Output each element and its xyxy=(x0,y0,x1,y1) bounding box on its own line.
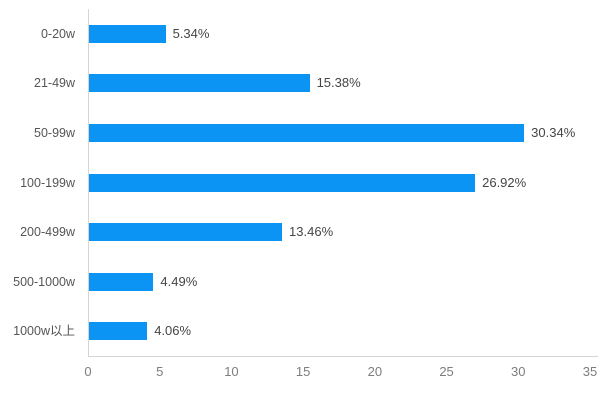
bar xyxy=(89,223,283,242)
x-tick-label: 25 xyxy=(439,364,454,379)
value-label: 5.34% xyxy=(172,25,210,41)
x-axis-line xyxy=(88,356,598,357)
x-tick-label: 35 xyxy=(582,364,598,379)
x-tick-label: 30 xyxy=(511,364,526,379)
bar xyxy=(89,272,154,291)
value-label: 4.49% xyxy=(160,273,198,289)
category-label: 200-499w xyxy=(20,225,75,240)
y-axis-line xyxy=(88,9,89,356)
value-label: 4.06% xyxy=(154,323,192,339)
value-label: 26.92% xyxy=(482,174,527,190)
bar xyxy=(89,24,166,43)
category-label: 100-199w xyxy=(20,175,75,190)
x-tick-label: 20 xyxy=(367,364,383,379)
value-label: 13.46% xyxy=(289,224,334,240)
category-label: 1000w以上 xyxy=(13,324,75,339)
bar xyxy=(89,74,310,93)
value-label: 30.34% xyxy=(531,124,576,140)
x-tick-label: 10 xyxy=(224,364,239,379)
bar xyxy=(89,173,476,192)
x-tick-label: 0 xyxy=(84,364,92,379)
category-label: 500-1000w xyxy=(13,274,75,289)
category-label: 50-99w xyxy=(34,125,75,140)
bar xyxy=(89,123,525,142)
value-label: 15.38% xyxy=(316,75,361,91)
category-label: 0-20w xyxy=(40,26,75,41)
category-label: 21-49w xyxy=(34,76,75,91)
x-tick-label: 5 xyxy=(156,364,164,379)
x-tick-label: 15 xyxy=(295,364,311,379)
bar xyxy=(89,322,148,341)
